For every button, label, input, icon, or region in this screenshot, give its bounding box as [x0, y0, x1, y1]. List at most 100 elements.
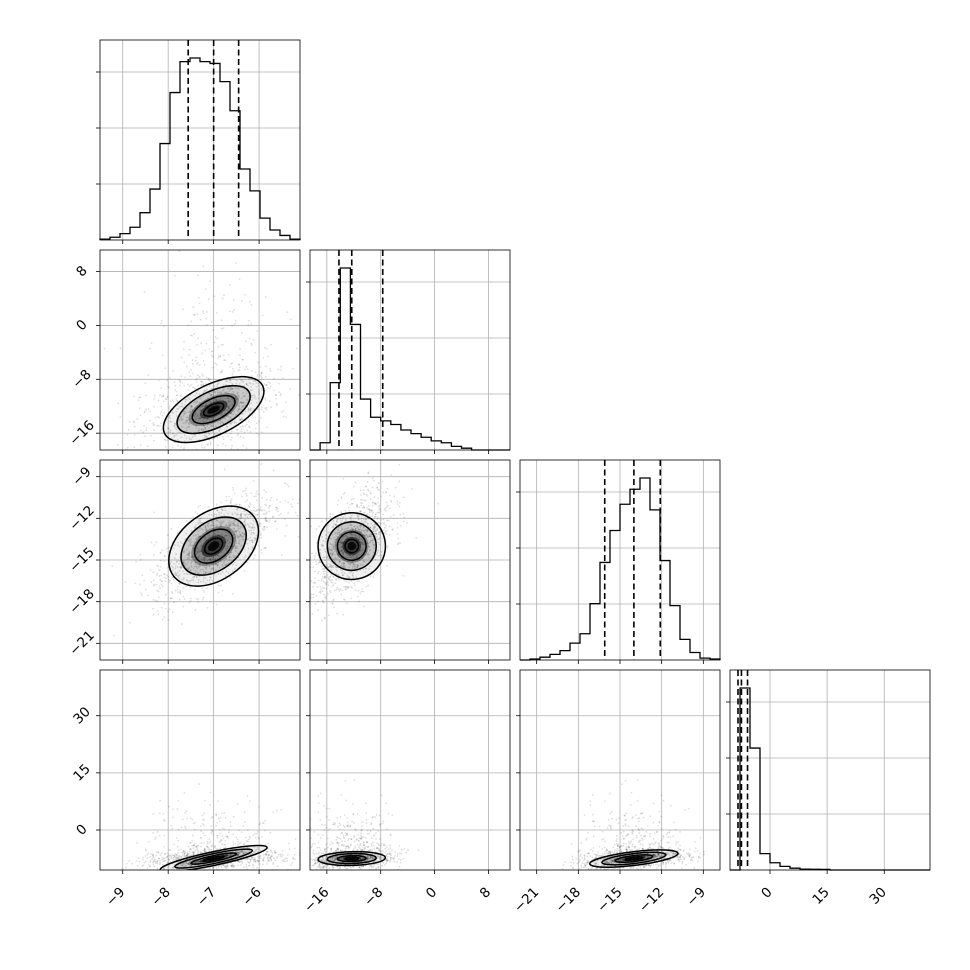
sample-point	[193, 313, 196, 316]
sample-point	[151, 858, 154, 861]
sample-point	[119, 416, 122, 419]
sample-point	[276, 865, 279, 868]
sample-point	[165, 856, 168, 859]
axes-frame	[519, 459, 721, 661]
sample-point	[227, 572, 230, 574]
sample-point	[243, 510, 246, 513]
sample-point	[228, 556, 231, 559]
sample-point	[357, 527, 360, 529]
sample-point	[321, 545, 324, 547]
sample-point	[159, 422, 162, 425]
sample-point	[127, 428, 130, 431]
sample-point	[183, 412, 186, 415]
panel-r2-c1	[306, 459, 511, 664]
sample-point	[242, 850, 245, 853]
sample-point	[169, 562, 172, 564]
sample-point	[185, 365, 188, 368]
sample-point	[274, 394, 277, 397]
sample-point	[234, 322, 237, 325]
sample-point	[383, 522, 386, 525]
sample-point	[229, 854, 232, 857]
sample-point	[163, 438, 166, 441]
sample-point	[184, 562, 187, 565]
sample-point	[176, 400, 179, 403]
sample-point	[245, 492, 248, 495]
sample-point	[218, 828, 221, 831]
sample-point	[225, 379, 227, 382]
sample-point	[220, 839, 223, 842]
sample-point	[337, 553, 340, 556]
sample-point	[358, 528, 361, 531]
sample-point	[246, 368, 249, 371]
sample-point	[194, 359, 197, 362]
sample-point	[367, 567, 370, 570]
sample-point	[242, 866, 245, 868]
sample-point	[254, 849, 257, 852]
sample-point	[359, 524, 362, 527]
sample-point	[249, 526, 252, 528]
sample-point	[280, 512, 282, 515]
sample-point	[196, 512, 199, 515]
sample-point	[152, 571, 155, 574]
sample-point	[236, 864, 239, 867]
sample-point	[343, 491, 346, 494]
sample-point	[230, 412, 233, 415]
sample-point	[194, 609, 197, 611]
sample-point	[224, 846, 227, 849]
sample-point	[350, 585, 352, 588]
sample-point	[344, 834, 347, 837]
sample-point	[241, 495, 243, 498]
sample-point	[187, 324, 190, 327]
sample-point	[161, 432, 163, 435]
sample-point	[227, 526, 229, 529]
sample-point	[196, 374, 199, 376]
sample-point	[296, 862, 298, 864]
sample-point	[320, 578, 323, 581]
sample-point	[320, 579, 323, 582]
sample-point	[220, 392, 223, 395]
sample-point	[242, 436, 245, 439]
grid-lines	[730, 670, 930, 870]
sample-point	[177, 576, 180, 578]
sample-point	[308, 859, 310, 861]
sample-point	[352, 485, 355, 488]
sample-point	[374, 530, 377, 532]
sample-point	[247, 408, 250, 411]
sample-point	[386, 564, 388, 567]
sample-point	[178, 577, 181, 580]
sample-point	[232, 400, 235, 403]
sample-point	[360, 549, 362, 552]
sample-point	[199, 408, 202, 411]
sample-point	[377, 541, 380, 544]
sample-point	[234, 386, 237, 389]
sample-point	[229, 524, 232, 527]
sample-point	[197, 556, 200, 559]
sample-point	[347, 586, 350, 589]
sample-point	[182, 561, 185, 564]
sample-point	[157, 415, 159, 418]
sample-point	[208, 847, 210, 849]
sample-point	[246, 851, 248, 854]
sample-point	[249, 800, 251, 803]
sample-point	[250, 858, 252, 861]
sample-point	[182, 605, 185, 608]
sample-point	[227, 406, 230, 408]
sample-point	[253, 526, 256, 529]
sample-point	[193, 588, 196, 591]
sample-point	[204, 389, 206, 392]
sample-point	[190, 579, 193, 582]
sample-point	[232, 413, 235, 416]
sample-point	[242, 395, 245, 398]
sample-point	[133, 425, 136, 428]
sample-point	[367, 471, 370, 474]
sample-point	[331, 585, 334, 588]
sample-point	[203, 799, 206, 802]
sample-point	[353, 525, 356, 528]
sample-point	[237, 854, 240, 857]
sample-point	[220, 327, 223, 330]
sample-point	[202, 391, 205, 394]
sample-point	[222, 549, 225, 552]
sample-point	[190, 405, 193, 408]
sample-point	[257, 848, 260, 851]
sample-point	[321, 599, 324, 602]
